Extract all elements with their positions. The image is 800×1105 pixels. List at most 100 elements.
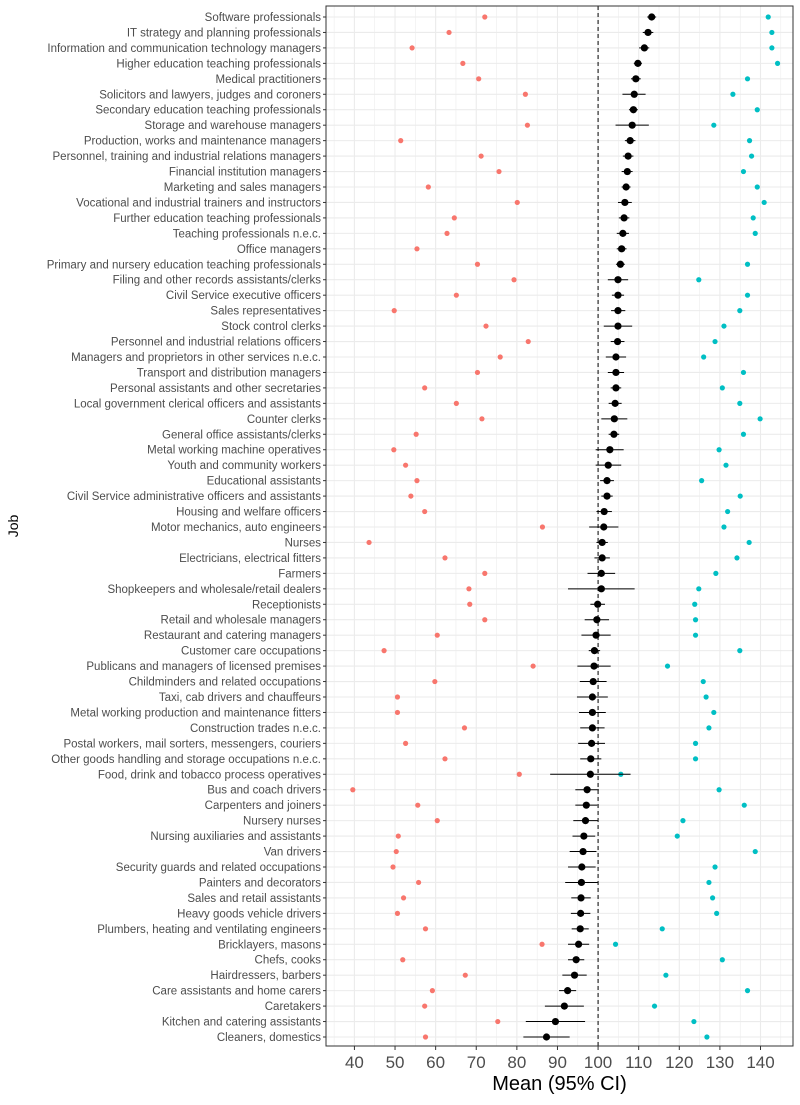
low-point xyxy=(497,354,503,360)
category-label: Personnel, training and industrial relat… xyxy=(53,151,322,163)
x-tick-label: 90 xyxy=(548,1053,567,1072)
mean-point xyxy=(577,878,586,887)
category-label: Postal workers, mail sorters, messengers… xyxy=(63,738,321,750)
low-point xyxy=(413,431,419,437)
high-point xyxy=(712,338,718,345)
category-label: Housing and welfare officers xyxy=(176,507,321,519)
high-point xyxy=(754,184,760,190)
low-point xyxy=(525,338,531,345)
category-label: Personal assistants and other secretarie… xyxy=(110,383,321,395)
category-label: Van drivers xyxy=(264,847,322,859)
category-label: Care assistants and home carers xyxy=(152,986,321,998)
category-label: Carpenters and joiners xyxy=(205,800,322,812)
category-label: Information and communication technology… xyxy=(47,43,321,55)
low-point xyxy=(398,138,404,144)
category-label: Chefs, cooks xyxy=(255,955,322,967)
mean-point xyxy=(592,631,600,639)
high-point xyxy=(719,385,725,391)
high-point xyxy=(721,524,727,530)
high-point xyxy=(721,323,727,329)
y-axis-title: Job xyxy=(5,515,21,538)
category-label: Civil Service administrative officers an… xyxy=(67,491,321,503)
category-label: Sales representatives xyxy=(210,306,321,318)
high-point xyxy=(700,678,706,685)
low-point xyxy=(442,555,448,561)
low-point xyxy=(391,308,397,314)
high-point xyxy=(711,122,717,128)
low-point xyxy=(479,416,485,422)
low-point xyxy=(460,60,466,66)
x-tick-label: 70 xyxy=(467,1053,486,1072)
category-label: Nurses xyxy=(285,537,322,549)
low-point xyxy=(539,524,546,530)
mean-point xyxy=(628,121,636,129)
category-label: Receptionists xyxy=(252,599,321,611)
category-label: Teaching professionals n.e.c. xyxy=(173,228,321,240)
high-point xyxy=(744,76,751,82)
high-point xyxy=(706,879,712,886)
low-point xyxy=(444,230,450,236)
high-point xyxy=(744,988,751,994)
low-point xyxy=(434,818,440,824)
high-point xyxy=(692,601,698,607)
category-label: Nursery nurses xyxy=(243,816,321,828)
mean-point xyxy=(640,44,648,52)
low-point xyxy=(425,184,431,190)
low-point xyxy=(495,1018,501,1025)
low-point xyxy=(414,478,420,484)
high-point xyxy=(740,168,747,175)
mean-point xyxy=(572,956,580,964)
low-point xyxy=(482,570,488,576)
category-label: Solicitors and lawyers, judges and coron… xyxy=(99,89,321,101)
mean-point xyxy=(577,894,585,902)
category-label: Construction trades n.e.c. xyxy=(190,723,321,735)
x-tick-label: 140 xyxy=(746,1053,774,1072)
mean-point xyxy=(630,90,638,98)
panel-border xyxy=(325,5,794,1047)
mean-point xyxy=(611,399,619,407)
category-label: Farmers xyxy=(278,568,321,580)
mean-point xyxy=(622,183,630,191)
category-label: Other goods handling and storage occupat… xyxy=(51,754,321,766)
low-point xyxy=(350,787,356,793)
mean-point xyxy=(619,229,627,237)
mean-point xyxy=(588,708,596,717)
mean-point xyxy=(648,13,656,21)
x-tick-label: 120 xyxy=(665,1053,693,1072)
mean-point xyxy=(580,832,588,840)
category-label: Taxi, cab drivers and chauffeurs xyxy=(159,692,321,704)
low-point xyxy=(394,694,401,700)
category-label: General office assistants/clerks xyxy=(162,429,321,441)
mean-point xyxy=(632,75,640,83)
y-axis-labels: Software professionals IT strategy and pl… xyxy=(47,12,326,1044)
high-point xyxy=(711,709,717,716)
mean-point xyxy=(614,291,622,299)
x-tick-label: 40 xyxy=(345,1053,364,1072)
mean-point xyxy=(574,940,583,948)
mean-point xyxy=(587,739,596,747)
low-point xyxy=(415,879,422,886)
high-point xyxy=(740,369,747,376)
high-point xyxy=(692,617,699,623)
category-label: Managers and proprietors in other servic… xyxy=(71,352,321,364)
mean-point xyxy=(626,137,634,145)
low-point xyxy=(476,76,482,82)
mean-point xyxy=(614,307,622,315)
low-point xyxy=(391,447,397,453)
low-point xyxy=(530,663,536,669)
category-label: Transport and distribution managers xyxy=(137,367,322,379)
mean-point xyxy=(644,28,652,37)
low-point xyxy=(524,122,531,128)
low-point xyxy=(422,926,429,932)
high-point xyxy=(748,153,755,159)
category-label: Retail and wholesale managers xyxy=(161,615,322,627)
high-point xyxy=(696,277,702,283)
low-point xyxy=(381,648,387,654)
high-point xyxy=(737,308,743,314)
mean-point xyxy=(583,786,591,794)
category-label: Medical practitioners xyxy=(216,74,322,86)
mean-point xyxy=(600,507,608,516)
high-point xyxy=(744,261,751,267)
mean-point xyxy=(614,276,622,284)
